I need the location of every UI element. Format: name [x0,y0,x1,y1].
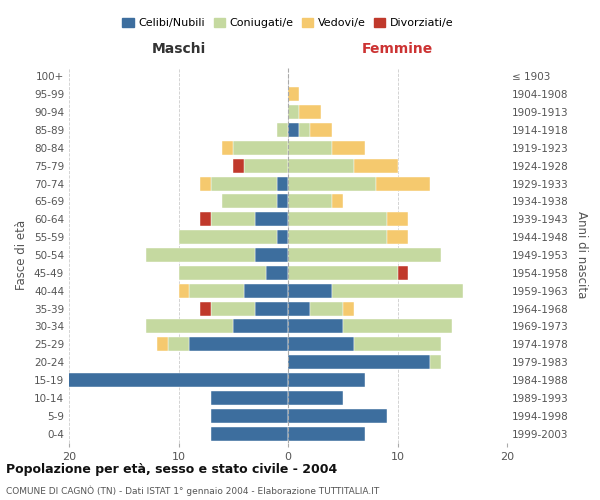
Bar [288,159,354,172]
Bar [398,266,409,280]
Bar [299,105,321,119]
Bar [288,194,332,208]
Bar [233,320,288,334]
Bar [288,284,332,298]
Bar [223,141,233,155]
Bar [376,176,430,190]
Bar [233,159,244,172]
Bar [299,123,310,137]
Bar [288,338,354,351]
Bar [211,409,288,422]
Bar [288,141,332,155]
Y-axis label: Anni di nascita: Anni di nascita [575,212,588,298]
Bar [288,105,299,119]
Bar [277,123,288,137]
Bar [200,176,211,190]
Bar [157,338,167,351]
Bar [288,391,343,405]
Bar [288,123,299,137]
Bar [288,248,442,262]
Bar [255,302,288,316]
Bar [386,230,409,244]
Bar [277,176,288,190]
Bar [332,141,365,155]
Bar [211,212,255,226]
Bar [200,212,211,226]
Bar [288,373,365,387]
Text: Femmine: Femmine [362,42,433,56]
Bar [288,266,398,280]
Bar [211,391,288,405]
Bar [288,320,343,334]
Bar [288,302,310,316]
Bar [211,176,277,190]
Bar [354,159,398,172]
Legend: Celibi/Nubili, Coniugati/e, Vedovi/e, Divorziati/e: Celibi/Nubili, Coniugati/e, Vedovi/e, Di… [118,13,458,32]
Bar [354,338,442,351]
Bar [288,426,365,440]
Bar [223,194,277,208]
Bar [288,230,386,244]
Y-axis label: Fasce di età: Fasce di età [16,220,28,290]
Bar [332,194,343,208]
Bar [146,320,233,334]
Bar [266,266,288,280]
Text: Popolazione per età, sesso e stato civile - 2004: Popolazione per età, sesso e stato civil… [6,462,337,475]
Bar [190,338,288,351]
Bar [200,302,211,316]
Bar [343,302,354,316]
Bar [146,248,255,262]
Bar [332,284,463,298]
Bar [288,212,386,226]
Bar [277,194,288,208]
Bar [386,212,409,226]
Text: Maschi: Maschi [151,42,206,56]
Bar [288,88,299,101]
Bar [255,248,288,262]
Bar [233,141,288,155]
Text: COMUNE DI CAGNÒ (TN) - Dati ISTAT 1° gennaio 2004 - Elaborazione TUTTITALIA.IT: COMUNE DI CAGNÒ (TN) - Dati ISTAT 1° gen… [6,486,379,496]
Bar [288,355,430,369]
Bar [310,123,332,137]
Bar [179,266,266,280]
Bar [430,355,442,369]
Bar [211,302,255,316]
Bar [288,409,386,422]
Bar [310,302,343,316]
Bar [179,230,277,244]
Bar [211,426,288,440]
Bar [255,212,288,226]
Bar [288,176,376,190]
Bar [58,373,288,387]
Bar [179,284,190,298]
Bar [167,338,190,351]
Bar [343,320,452,334]
Bar [277,230,288,244]
Bar [244,159,288,172]
Bar [47,373,58,387]
Bar [190,284,244,298]
Bar [244,284,288,298]
